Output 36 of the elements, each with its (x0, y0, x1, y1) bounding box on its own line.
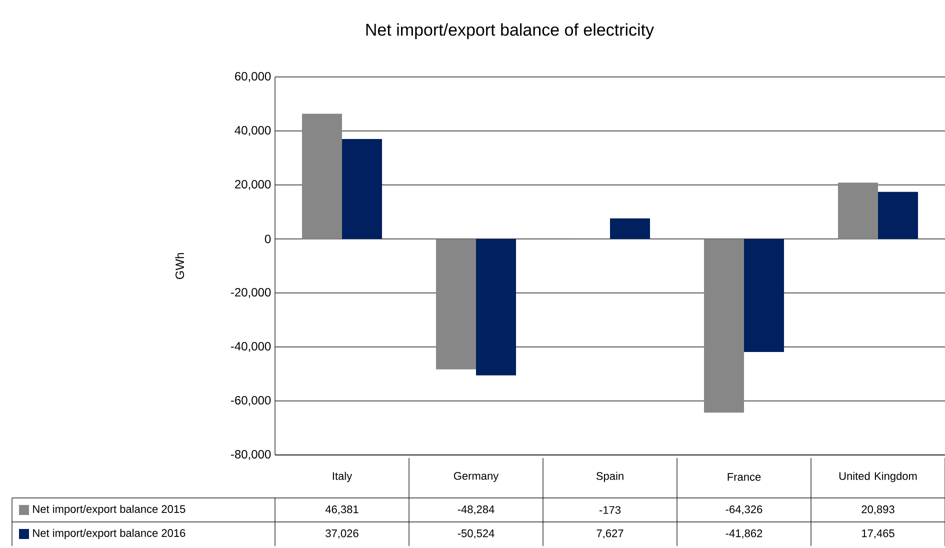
y-tick-label: -80,000 (230, 450, 271, 460)
data-label: 37,026 (326, 529, 358, 539)
x-tick-label: France (728, 473, 761, 481)
y-tick-label: -60,000 (230, 396, 271, 406)
data-label: -64,326 (726, 505, 762, 515)
data-label: 7,627 (596, 529, 624, 539)
legend-label: Net import/export balance 2016 (33, 528, 186, 540)
data-label: -173 (599, 506, 621, 514)
bar (610, 218, 650, 239)
bar (704, 238, 744, 413)
data-label: -48,284 (458, 505, 494, 515)
data-label: 46,381 (325, 505, 358, 515)
y-tick-label: -40,000 (230, 342, 271, 352)
y-tick-label: 0 (264, 234, 271, 244)
x-tick-label: Spain (596, 472, 624, 482)
y-tick-label: 40,000 (234, 126, 271, 136)
y-axis-title: GWh (175, 253, 184, 280)
y-tick-label: 60,000 (235, 72, 271, 82)
y-tick-label: -20,000 (230, 288, 271, 298)
chart-title: Net import/export balance of electricity (366, 23, 654, 40)
legend-label: Net import/export balance 2015 (33, 504, 186, 516)
data-label: 20,893 (862, 505, 894, 515)
bar (838, 182, 878, 239)
bar (476, 238, 516, 376)
bar (744, 238, 784, 352)
x-tick-label: United Kingdom (839, 472, 917, 482)
bar (878, 192, 918, 239)
bar (342, 139, 382, 239)
y-tick-label: 20,000 (235, 180, 271, 190)
x-tick-label: Germany (454, 472, 499, 482)
bar (302, 114, 342, 239)
data-label: 17,465 (862, 529, 894, 539)
data-label: -41,862 (726, 529, 762, 539)
bar (436, 238, 476, 370)
data-label: -50,524 (458, 529, 494, 539)
x-tick-label: Italy (332, 472, 352, 482)
